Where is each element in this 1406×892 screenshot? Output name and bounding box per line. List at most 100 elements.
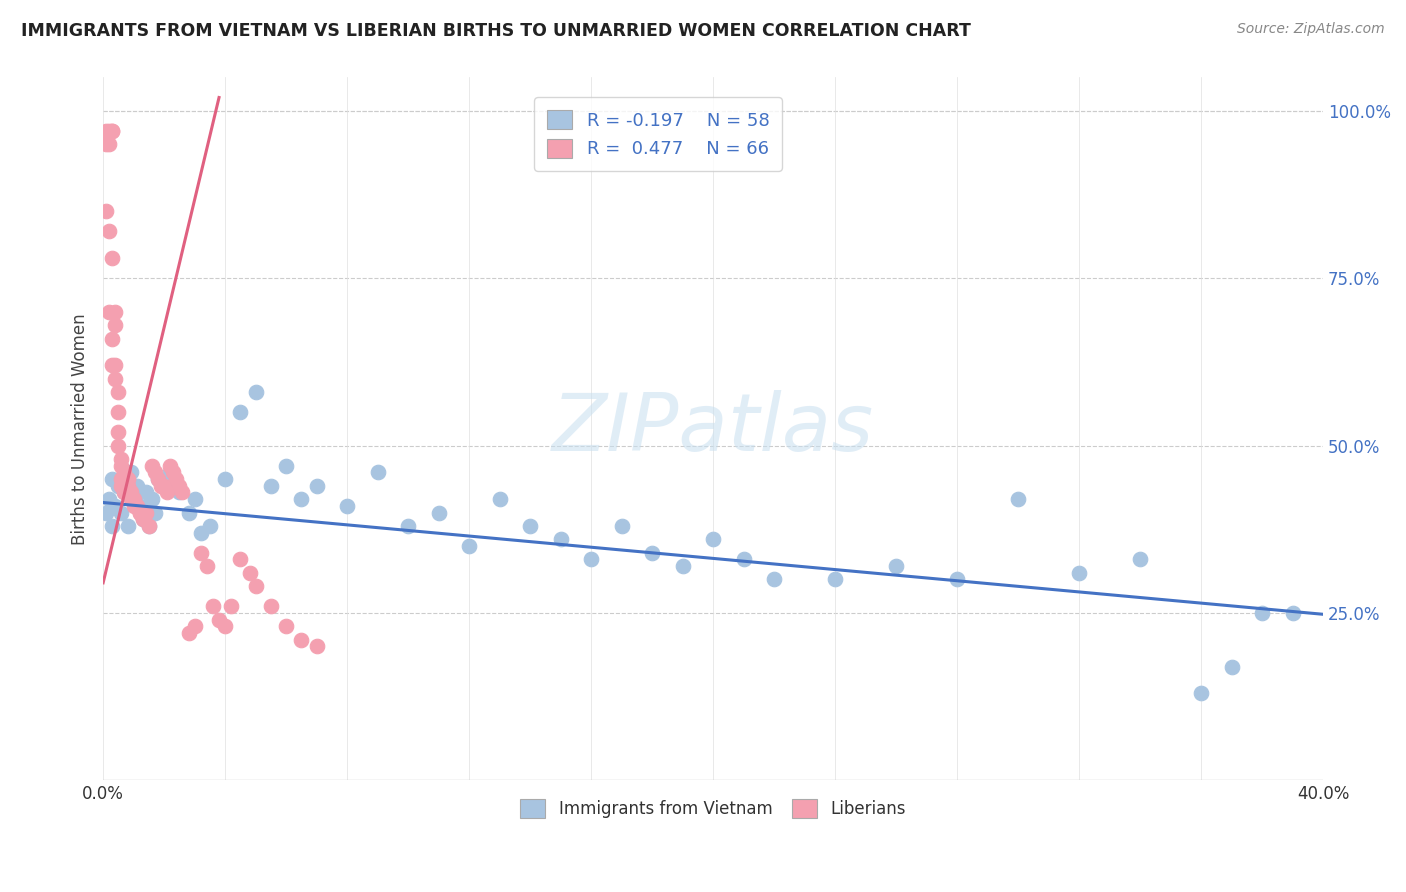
Point [290, 632, 312, 647]
Point [579, 552, 602, 566]
Point [201, 599, 224, 614]
Point [117, 485, 139, 500]
Point [672, 559, 695, 574]
Point [110, 472, 132, 486]
Point [610, 519, 633, 533]
Point [1220, 659, 1243, 673]
Point [114, 479, 136, 493]
Point [125, 479, 148, 493]
Point [159, 466, 181, 480]
Point [138, 519, 160, 533]
Point [104, 304, 127, 318]
Y-axis label: Births to Unmarried Women: Births to Unmarried Women [72, 313, 89, 545]
Point [245, 579, 267, 593]
Point [101, 124, 124, 138]
Point [219, 599, 242, 614]
Point [702, 533, 724, 547]
Point [458, 539, 481, 553]
Point [101, 359, 124, 373]
Point [122, 492, 145, 507]
Point [763, 573, 786, 587]
Point [128, 506, 150, 520]
Legend: Immigrants from Vietnam, Liberians: Immigrants from Vietnam, Liberians [513, 793, 912, 825]
Point [138, 519, 160, 533]
Point [110, 479, 132, 493]
Point [110, 506, 132, 520]
Point [946, 573, 969, 587]
Point [305, 479, 328, 493]
Point [122, 499, 145, 513]
Point [104, 372, 127, 386]
Point [1281, 606, 1303, 620]
Point [169, 485, 191, 500]
Point [260, 599, 283, 614]
Point [195, 559, 218, 574]
Point [245, 385, 267, 400]
Point [114, 485, 136, 500]
Point [143, 466, 166, 480]
Point [177, 506, 200, 520]
Point [1007, 492, 1029, 507]
Point [104, 359, 127, 373]
Point [183, 492, 205, 507]
Point [336, 499, 359, 513]
Text: ZIPatlas: ZIPatlas [553, 390, 875, 468]
Point [143, 506, 166, 520]
Point [150, 479, 173, 493]
Point [396, 519, 419, 533]
Point [117, 519, 139, 533]
Point [229, 405, 252, 419]
Point [128, 499, 150, 513]
Point [290, 492, 312, 507]
Point [156, 485, 179, 500]
Point [162, 466, 184, 480]
Point [104, 499, 127, 513]
Point [120, 485, 142, 500]
Point [198, 519, 221, 533]
Point [141, 458, 163, 473]
Point [641, 546, 664, 560]
Point [117, 472, 139, 486]
Point [153, 479, 176, 493]
Point [824, 573, 846, 587]
Point [107, 405, 129, 419]
Point [519, 519, 541, 533]
Point [107, 439, 129, 453]
Point [101, 472, 124, 486]
Point [107, 425, 129, 440]
Point [96, 124, 118, 138]
Point [190, 546, 212, 560]
Point [305, 640, 328, 654]
Point [146, 472, 169, 486]
Point [153, 479, 176, 493]
Point [114, 466, 136, 480]
Point [132, 512, 155, 526]
Point [1069, 566, 1091, 580]
Point [101, 331, 124, 345]
Point [104, 318, 127, 332]
Point [98, 492, 121, 507]
Point [141, 492, 163, 507]
Point [1129, 552, 1152, 566]
Point [135, 506, 157, 520]
Point [733, 552, 755, 566]
Point [165, 472, 187, 486]
Point [172, 485, 194, 500]
Point [128, 506, 150, 520]
Point [427, 506, 450, 520]
Point [96, 137, 118, 152]
Point [120, 492, 142, 507]
Point [146, 472, 169, 486]
Point [135, 485, 157, 500]
Point [260, 479, 283, 493]
Point [114, 485, 136, 500]
Point [120, 466, 142, 480]
Point [884, 559, 907, 574]
Point [98, 137, 121, 152]
Text: Source: ZipAtlas.com: Source: ZipAtlas.com [1237, 22, 1385, 37]
Point [1189, 686, 1212, 700]
Point [96, 204, 118, 219]
Point [190, 525, 212, 540]
Point [101, 519, 124, 533]
Point [229, 552, 252, 566]
